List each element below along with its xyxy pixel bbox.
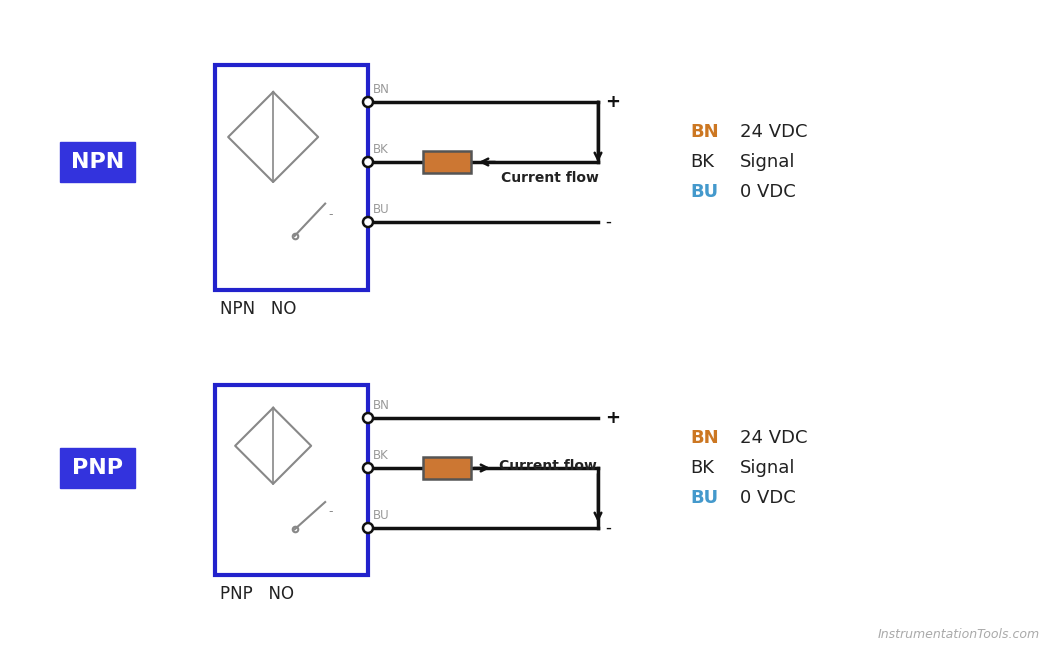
Text: PNP   NO: PNP NO: [220, 585, 294, 603]
Text: Current flow: Current flow: [499, 459, 597, 473]
Circle shape: [363, 157, 373, 167]
Text: -: -: [328, 505, 333, 517]
Text: BK: BK: [373, 143, 389, 156]
Text: 0 VDC: 0 VDC: [740, 489, 796, 507]
Text: BU: BU: [373, 203, 390, 216]
Text: BK: BK: [690, 153, 714, 171]
Circle shape: [363, 97, 373, 107]
Text: BU: BU: [690, 183, 718, 201]
Circle shape: [363, 217, 373, 227]
Bar: [423, 151, 471, 173]
Circle shape: [363, 463, 373, 473]
Bar: [60, 448, 135, 488]
Text: BN: BN: [690, 123, 719, 141]
Text: 0 VDC: 0 VDC: [740, 183, 796, 201]
Circle shape: [363, 523, 373, 533]
Text: +: +: [605, 409, 620, 427]
Text: BU: BU: [373, 509, 390, 522]
Text: BU: BU: [690, 489, 718, 507]
Text: BK: BK: [373, 449, 389, 462]
Text: Signal: Signal: [740, 459, 796, 477]
Text: +: +: [605, 93, 620, 111]
Text: InstrumentationTools.com: InstrumentationTools.com: [878, 629, 1040, 641]
Text: -: -: [328, 208, 333, 221]
Text: NPN: NPN: [71, 152, 124, 172]
Bar: [215, 65, 368, 290]
Text: Current flow: Current flow: [501, 171, 599, 185]
Text: BK: BK: [690, 459, 714, 477]
Circle shape: [363, 413, 373, 423]
Bar: [215, 385, 368, 575]
Text: 24 VDC: 24 VDC: [740, 429, 807, 447]
Text: -: -: [605, 519, 611, 537]
Text: -: -: [605, 213, 611, 231]
Bar: [60, 142, 135, 182]
Bar: [423, 457, 471, 479]
Text: PNP: PNP: [72, 458, 123, 478]
Text: 24 VDC: 24 VDC: [740, 123, 807, 141]
Text: BN: BN: [373, 83, 390, 96]
Text: BN: BN: [373, 399, 390, 412]
Text: Signal: Signal: [740, 153, 796, 171]
Text: NPN   NO: NPN NO: [220, 300, 296, 318]
Text: BN: BN: [690, 429, 719, 447]
